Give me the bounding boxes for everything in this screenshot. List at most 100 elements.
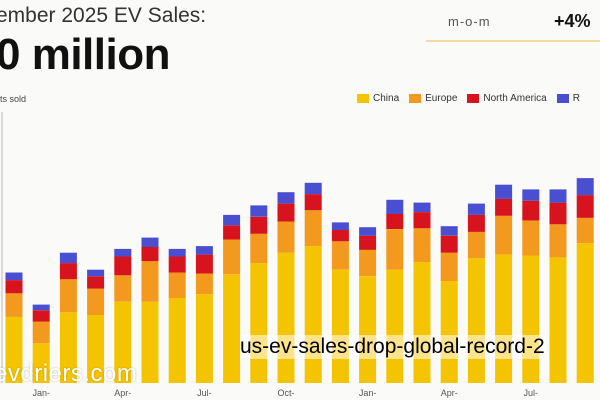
bar-segment-europe-15 <box>386 229 404 270</box>
legend-item-north-america: North America <box>467 93 547 104</box>
bar-segment-rest-10 <box>250 205 268 217</box>
bar-segment-europe-21 <box>549 224 567 258</box>
bar-segment-rest-22 <box>576 178 594 196</box>
bar-segment-north_america-4 <box>87 276 105 289</box>
x-tick-label: Jan- <box>32 388 50 398</box>
bar-segment-rest-16 <box>413 202 431 212</box>
bar-segment-china-8 <box>195 294 213 383</box>
x-tick-label: Apr- <box>441 388 458 398</box>
bar-segment-europe-16 <box>413 228 431 263</box>
legend-label-north-america: North America <box>483 93 547 104</box>
bar-segment-rest-21 <box>549 189 567 203</box>
bar-segment-china-17 <box>440 281 458 383</box>
bar-segment-north_america-13 <box>331 230 349 242</box>
bar-segment-europe-7 <box>168 272 186 298</box>
bar-segment-china-15 <box>386 269 404 383</box>
bar-segment-rest-18 <box>467 203 485 215</box>
bar-segment-europe-17 <box>440 252 458 281</box>
bar-segment-china-9 <box>223 274 241 383</box>
bar-segment-china-5 <box>114 301 132 383</box>
bar-segment-rest-12 <box>304 182 322 195</box>
bar-segment-europe-9 <box>223 239 241 275</box>
bar-segment-europe-8 <box>195 273 213 295</box>
x-tick-label: Apr- <box>114 388 131 398</box>
bar-segment-rest-1 <box>5 272 23 281</box>
bar-segment-china-22 <box>576 243 594 383</box>
bar-segment-europe-2 <box>32 321 50 344</box>
bar-segment-rest-11 <box>277 192 295 204</box>
bar-segment-rest-9 <box>223 214 241 226</box>
bar-segment-north_america-1 <box>5 280 23 294</box>
bar-segment-rest-13 <box>331 222 349 230</box>
bar-segment-europe-20 <box>522 220 540 256</box>
bar-segment-europe-1 <box>5 293 23 317</box>
units-label: its sold <box>0 94 27 104</box>
bar-segment-rest-2 <box>32 304 50 311</box>
x-tick-label: Jul- <box>197 388 212 398</box>
bar-segment-rest-14 <box>359 227 377 236</box>
bar-segment-europe-11 <box>277 221 295 253</box>
bar-segment-china-19 <box>495 254 513 383</box>
x-tick-label: Jul- <box>524 388 539 398</box>
legend-swatch-europe <box>409 94 422 103</box>
bar-segment-europe-18 <box>467 231 485 259</box>
bar-segment-north_america-18 <box>467 214 485 232</box>
bar-segment-europe-22 <box>576 217 594 244</box>
bar-segment-china-6 <box>141 301 159 383</box>
legend-item-europe: Europe <box>409 93 457 104</box>
bar-segment-china-13 <box>331 269 349 383</box>
bar-segment-china-10 <box>250 263 268 383</box>
bar-segment-china-7 <box>168 298 186 383</box>
bar-segment-china-16 <box>413 262 431 383</box>
bar-segment-north_america-8 <box>195 254 213 274</box>
bar-segment-north_america-7 <box>168 256 186 273</box>
bar-segment-north_america-10 <box>250 216 268 234</box>
legend-swatch-rest <box>556 94 569 103</box>
headline-figure: 0 million <box>0 30 170 79</box>
bar-segment-north_america-19 <box>495 198 513 216</box>
legend-item-china: China <box>357 93 399 104</box>
bar-segment-north_america-21 <box>549 202 567 225</box>
bar-segment-china-14 <box>359 276 377 383</box>
bar-segment-rest-4 <box>87 269 105 277</box>
legend-label-rest: R <box>572 93 580 104</box>
bar-segment-china-20 <box>522 255 540 383</box>
bar-segment-north_america-5 <box>114 256 132 276</box>
bar-segment-europe-6 <box>141 261 159 302</box>
bar-segment-north_america-9 <box>223 225 241 240</box>
bar-segment-north_america-2 <box>32 310 50 322</box>
x-tick-label: Jan- <box>359 388 377 398</box>
bar-segment-china-1 <box>5 316 23 383</box>
mom-label: m-o-m <box>448 14 491 29</box>
bar-segment-north_america-11 <box>277 203 295 222</box>
bar-segment-rest-15 <box>386 199 404 214</box>
bar-segment-rest-19 <box>495 184 513 199</box>
mom-stat-box: m-o-m +4% <box>426 0 600 42</box>
bar-segment-europe-13 <box>331 241 349 270</box>
bar-segment-china-18 <box>467 258 485 383</box>
bar-segment-china-11 <box>277 252 295 383</box>
legend-swatch-north-america <box>467 94 480 103</box>
bar-segment-north_america-14 <box>359 235 377 250</box>
bar-segment-rest-3 <box>59 252 77 264</box>
legend-item-rest: R <box>556 93 580 104</box>
bar-segment-north_america-15 <box>386 213 404 229</box>
watermark-slug: us-ev-sales-drop-global-record-2 <box>240 335 545 359</box>
bar-segment-europe-3 <box>59 279 77 313</box>
chart-title: ember 2025 EV Sales: <box>0 4 207 27</box>
bar-segment-china-21 <box>549 257 567 383</box>
mom-value: +4% <box>554 11 591 31</box>
bar-segment-europe-10 <box>250 233 268 264</box>
bar-segment-europe-4 <box>87 288 105 315</box>
watermark-site: evdriers.com <box>0 360 138 387</box>
chart-legend: China Europe North America R <box>357 93 580 104</box>
bar-segment-china-4 <box>87 315 105 383</box>
bar-segment-europe-5 <box>114 275 132 302</box>
bar-segment-north_america-17 <box>440 235 458 253</box>
bar-segment-china-12 <box>304 246 322 383</box>
bar-segment-north_america-22 <box>576 195 594 218</box>
legend-label-china: China <box>373 93 400 104</box>
bar-segment-north_america-20 <box>522 200 540 221</box>
bar-segment-europe-19 <box>495 215 513 255</box>
legend-label-europe: Europe <box>425 93 458 104</box>
